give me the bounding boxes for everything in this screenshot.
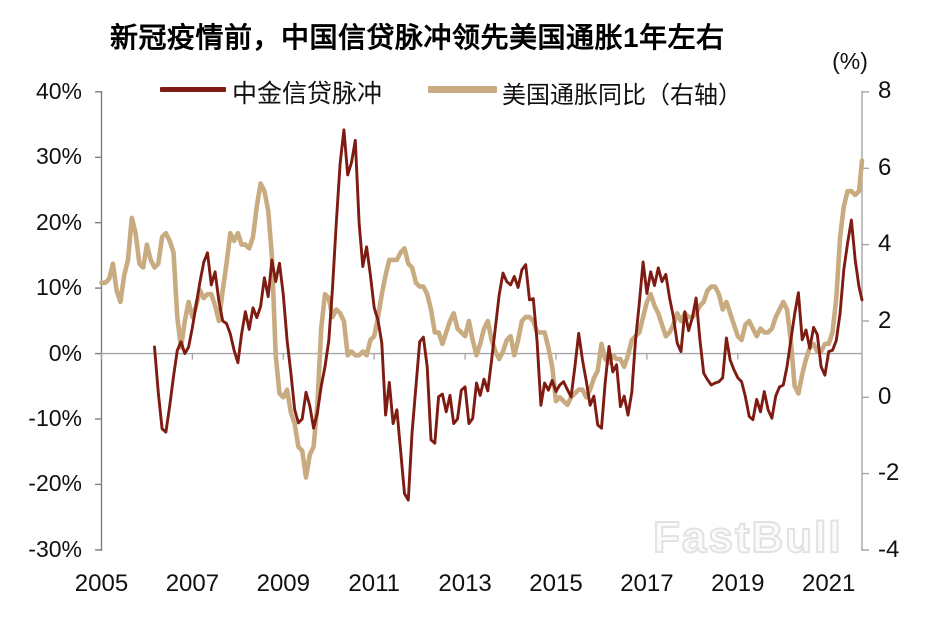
series-line-us-inflation — [99, 158, 865, 480]
x-tick-label: 2017 — [620, 570, 674, 597]
x-tick-label: 2007 — [165, 570, 220, 597]
y-left-tick-label: -30% — [28, 535, 82, 562]
x-tick-label: 2019 — [711, 570, 765, 597]
y-right-tick-label: -4 — [878, 535, 900, 563]
y-left-tick-label: 30% — [35, 143, 82, 170]
y-left-tick-label: 0% — [48, 339, 82, 366]
y-right-tick-label: 8 — [878, 77, 892, 105]
x-tick-label: 2013 — [438, 570, 492, 597]
y-right-tick-label: 4 — [878, 230, 892, 258]
y-right-tick-label: -2 — [878, 459, 900, 487]
y-left-tick-label: -10% — [28, 405, 82, 431]
legend-swatch-us-inflation — [428, 86, 497, 93]
y-left-tick-label: 20% — [35, 208, 82, 235]
y-left-tick-label: -20% — [28, 470, 82, 497]
y-right-tick-label: 2 — [878, 306, 892, 334]
y-left-tick-label: 10% — [35, 274, 82, 301]
x-tick-label: 2009 — [256, 570, 310, 597]
right-axis-unit-label: (%) — [832, 48, 868, 74]
x-tick-label: 2005 — [74, 570, 129, 597]
series-line-credit-impulse — [153, 128, 864, 502]
legend-label-us-inflation: 美国通胀同比（右轴） — [502, 82, 742, 109]
x-tick-label: 2011 — [348, 570, 400, 597]
x-tick-label: 2021 — [801, 570, 856, 597]
legend-swatch-credit-impulse — [160, 87, 226, 92]
y-left-tick-label: 40% — [35, 77, 82, 104]
legend-label-credit-impulse: 中金信贷脉冲 — [232, 80, 383, 108]
chart-title: 新冠疫情前，中国信贷脉冲领先美国通胀1年左右 — [110, 22, 725, 53]
y-right-tick-label: 0 — [878, 382, 892, 410]
y-right-tick-label: 6 — [878, 153, 892, 181]
x-tick-label: 2015 — [529, 570, 583, 597]
watermark: FastBull — [652, 512, 843, 563]
